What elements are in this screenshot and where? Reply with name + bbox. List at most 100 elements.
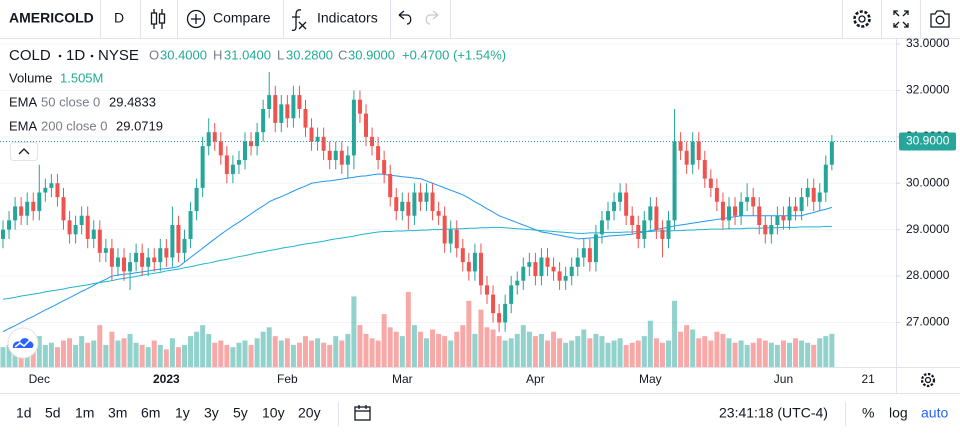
settings-icon[interactable] — [853, 10, 871, 28]
volume-bar — [278, 340, 284, 367]
indicators-icon[interactable] — [291, 9, 307, 32]
candle-body — [539, 257, 544, 277]
go-to-date-icon[interactable] — [354, 405, 371, 421]
range-button[interactable]: 1m — [75, 405, 94, 421]
collapse-legend-button[interactable] — [10, 142, 38, 161]
volume-bar — [774, 344, 780, 367]
candle-body — [7, 220, 12, 230]
volume-bar — [236, 342, 242, 367]
scale-option[interactable]: % — [862, 405, 874, 421]
undo-icon[interactable] — [398, 10, 412, 25]
interval[interactable]: D — [114, 10, 124, 26]
volume-bar — [248, 344, 254, 367]
candle-body — [376, 146, 381, 161]
volume-bar — [593, 333, 599, 367]
volume-bar — [115, 340, 121, 367]
volume-bar — [411, 325, 417, 367]
legend-exchange: NYSE — [98, 47, 139, 64]
candle-body — [466, 262, 471, 272]
volume-bar — [145, 347, 151, 367]
candle-body — [333, 150, 338, 161]
volume-bar — [230, 347, 236, 367]
compare-icon[interactable] — [186, 9, 206, 29]
volume-bar — [321, 342, 327, 367]
volume-bar — [478, 309, 484, 367]
candle-body — [727, 206, 731, 221]
candle-body — [364, 113, 368, 137]
grid — [0, 43, 896, 323]
volume-bar — [587, 338, 593, 367]
axis-settings-icon[interactable] — [920, 372, 936, 388]
x-tick-label: May — [639, 372, 662, 386]
candle-body — [285, 104, 290, 119]
volume-bar — [545, 340, 550, 367]
compare-button[interactable]: Compare — [213, 10, 271, 26]
logo[interactable] — [7, 327, 39, 359]
candle-body — [152, 257, 157, 263]
volume-bar — [678, 331, 684, 367]
range-button[interactable]: 3m — [108, 405, 127, 421]
candle-body — [509, 285, 514, 304]
volume-bar — [290, 344, 296, 367]
ohlc-label: O — [149, 47, 159, 62]
candle-body — [569, 266, 574, 277]
range-button[interactable]: 1d — [16, 405, 32, 421]
volume-bar — [97, 325, 103, 367]
volume-bar — [532, 336, 538, 367]
candle-body — [321, 136, 326, 151]
indicators-button[interactable]: Indicators — [317, 10, 378, 26]
candle-body — [406, 201, 411, 216]
volume-bar — [672, 300, 678, 367]
volume-bar — [79, 336, 85, 367]
volume-bar — [194, 331, 200, 367]
range-button[interactable]: 5d — [45, 405, 61, 421]
volume-bar — [309, 340, 315, 367]
volume-bar — [121, 338, 127, 367]
change: +0.4700 (+1.54%) — [402, 47, 506, 62]
snapshot-icon[interactable] — [930, 10, 950, 28]
candle-body — [230, 164, 235, 174]
volume-bar — [793, 338, 799, 367]
volume-bar — [103, 344, 109, 367]
candle-body — [811, 187, 816, 202]
ohlc-value: 31.0400 — [224, 47, 271, 62]
candle-body — [515, 280, 520, 286]
candle-body — [249, 141, 254, 147]
candle-body — [599, 220, 604, 235]
symbol[interactable]: AMERICOLD — [9, 10, 94, 26]
candle-body — [660, 229, 665, 239]
candle-body — [454, 229, 459, 249]
range-button[interactable]: 6m — [141, 405, 160, 421]
scale-option[interactable]: auto — [921, 405, 948, 421]
range-button[interactable]: 20y — [298, 405, 321, 421]
volume-bar — [502, 340, 508, 367]
candle-body — [49, 183, 54, 188]
volume-bar — [460, 325, 466, 367]
volume-bar — [73, 344, 79, 367]
candle-body — [212, 132, 217, 142]
candle-body — [757, 206, 762, 226]
range-button[interactable]: 10y — [262, 405, 285, 421]
candle-body — [158, 248, 163, 263]
volume-bar — [303, 336, 308, 367]
volume-bar — [12, 349, 18, 367]
volume-legend: Volume — [9, 70, 52, 85]
range-button[interactable]: 1y — [175, 405, 190, 421]
volume-bar — [829, 333, 835, 367]
candle-body — [787, 206, 792, 221]
fullscreen-icon[interactable] — [893, 10, 909, 28]
range-button[interactable]: 3y — [204, 405, 219, 421]
ema-lines — [2, 173, 832, 333]
volume-bar — [732, 342, 738, 367]
chart-type-icon[interactable] — [150, 9, 166, 29]
volume-bar — [557, 338, 563, 367]
volume-bar — [212, 342, 218, 367]
candle-body — [140, 252, 145, 267]
range-button[interactable]: 5y — [233, 405, 248, 421]
candle-body — [829, 141, 834, 165]
volume-bar — [520, 325, 526, 367]
scale-option[interactable]: log — [889, 405, 908, 421]
volume-bar — [756, 338, 762, 367]
volume-bar — [659, 342, 665, 367]
volume-bar — [424, 338, 429, 367]
